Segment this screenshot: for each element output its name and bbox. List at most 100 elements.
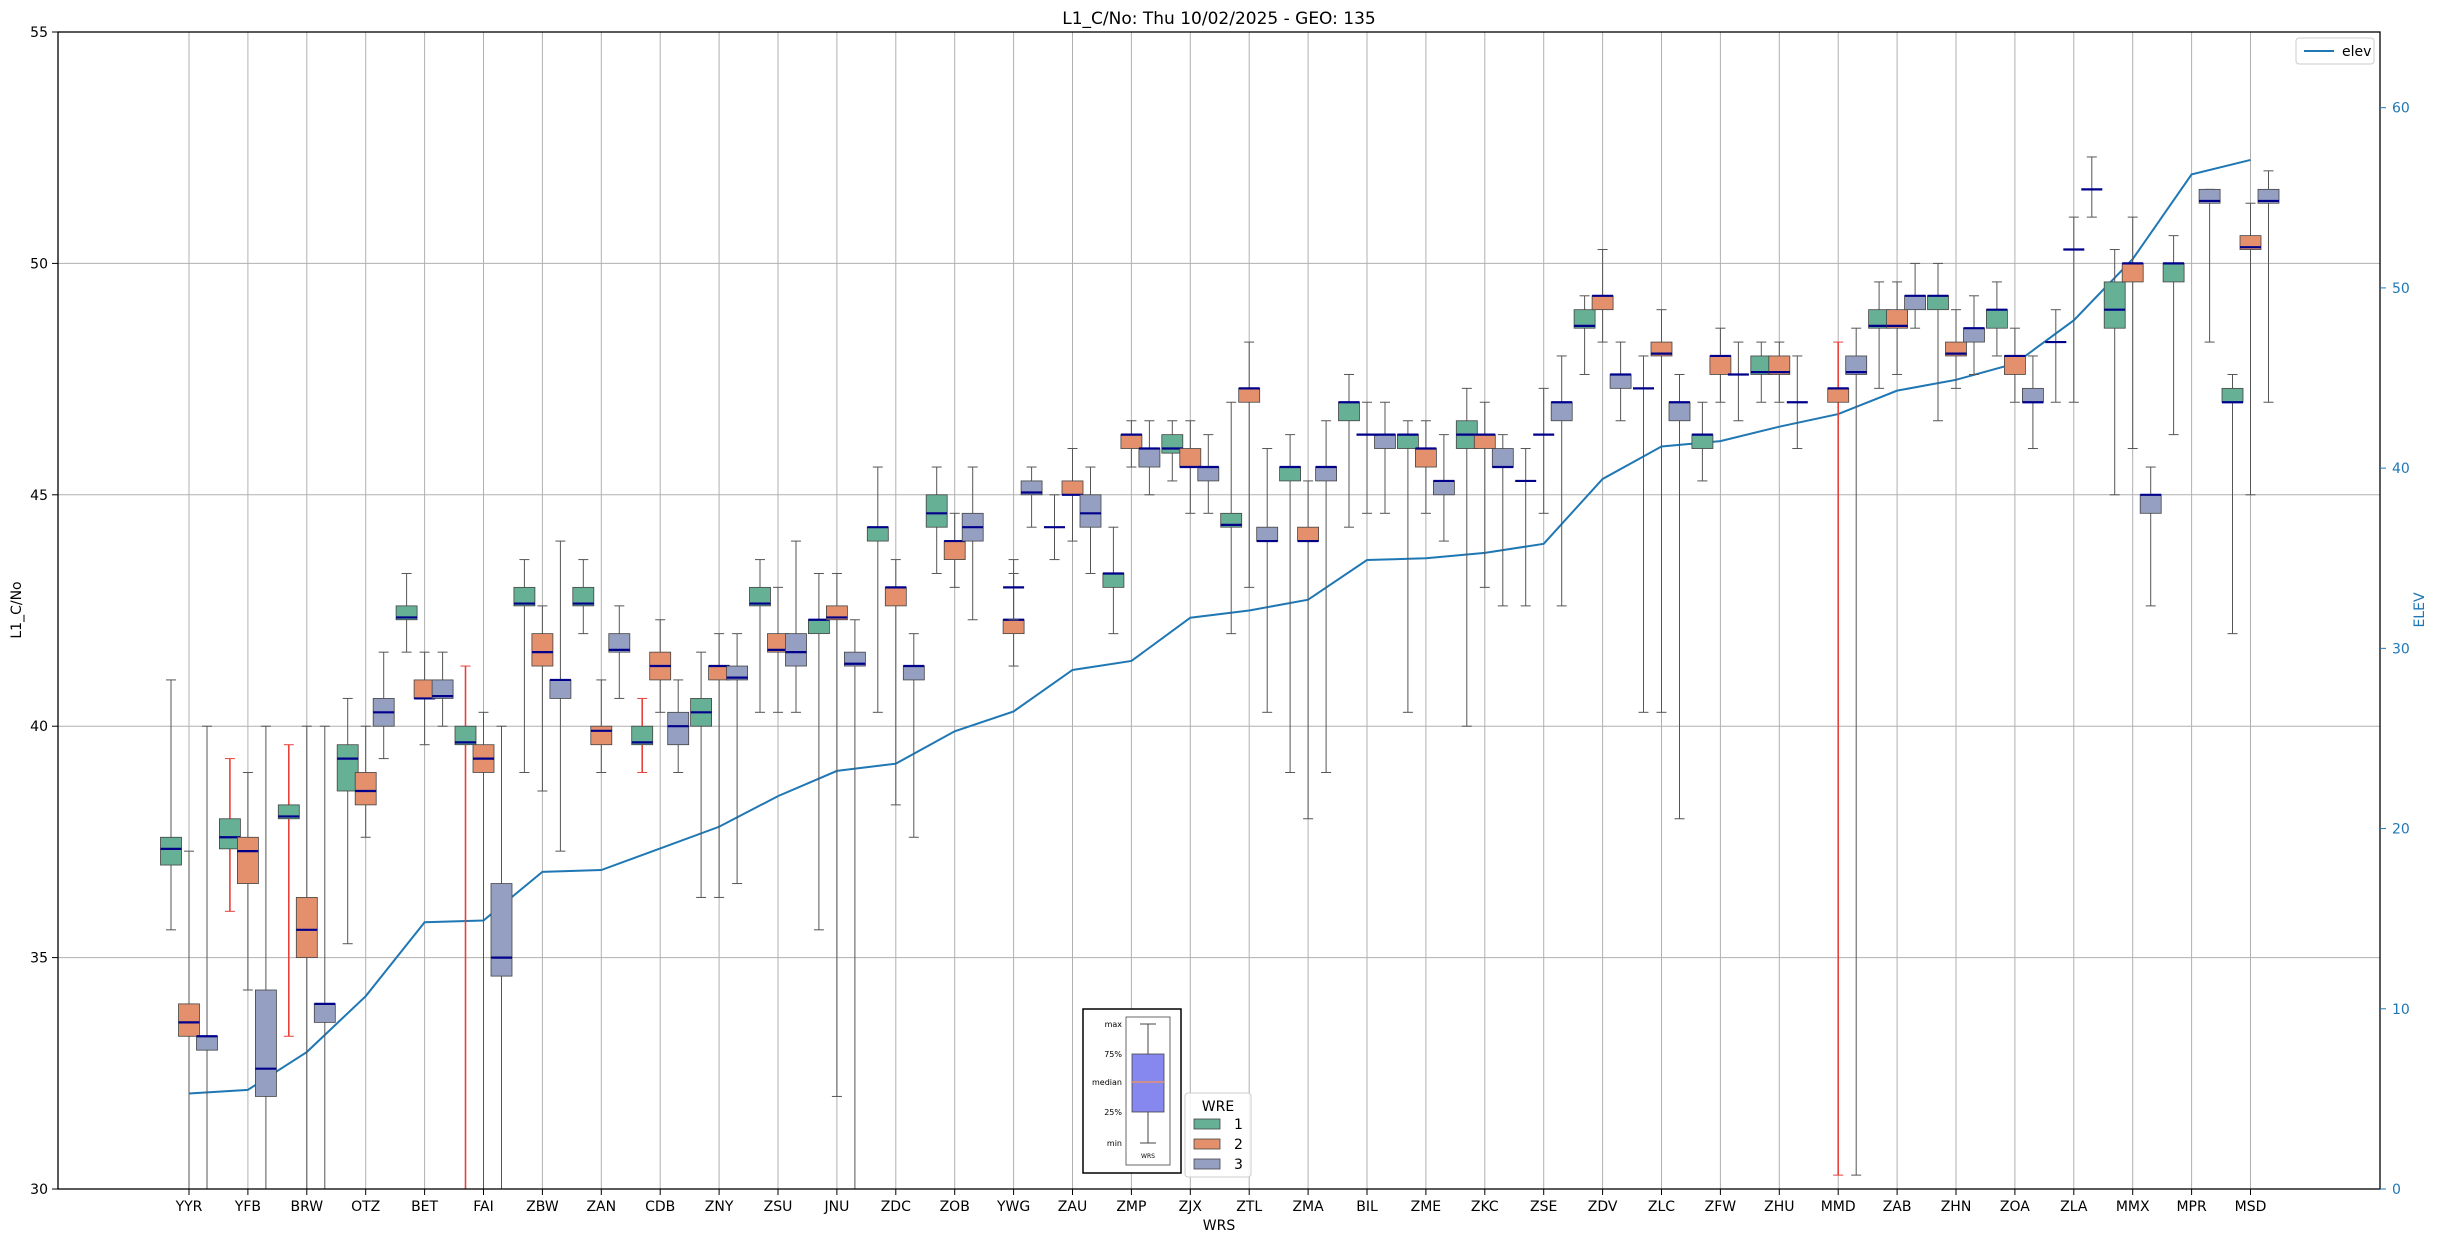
median-only-wre-1 [1044, 494, 1065, 561]
box-wre-3 [2022, 355, 2044, 450]
box-body [1061, 480, 1084, 496]
box-wre-3 [196, 725, 218, 1190]
box-body [1927, 295, 1949, 311]
box-body [196, 1035, 218, 1051]
box-body [2221, 387, 2244, 403]
box-wre-1 [1161, 420, 1184, 482]
box-body [726, 665, 748, 681]
box-body [1886, 309, 1908, 329]
box-body [1220, 512, 1243, 528]
box-body [749, 586, 771, 607]
inset-box [1131, 1053, 1165, 1113]
y2-tick-label: 50 [2392, 281, 2410, 297]
box-wre-1 [277, 744, 300, 1037]
box-wre-2 [413, 651, 436, 746]
box-anatomy-inset: max 75% median 25% min WRS [1082, 1008, 1182, 1174]
box-wre-2 [1945, 309, 1967, 389]
box-body [1904, 295, 1926, 311]
box-wre-3 [726, 633, 748, 885]
y2-tick-label: 30 [2392, 641, 2410, 657]
wre-legend: WRE 1 2 3 [1184, 1092, 1252, 1178]
box-wre-3 [2198, 188, 2221, 343]
x-tick-label: ZHN [1941, 1199, 1972, 1215]
y-tick-label: 40 [30, 719, 48, 735]
box-wre-3 [549, 540, 572, 852]
box-body [2103, 281, 2126, 329]
box-wre-2 [708, 633, 730, 898]
box-body [160, 836, 182, 866]
box-body [236, 836, 259, 884]
x-tick-label: ZOA [2000, 1199, 2030, 1215]
inset-label-median: median [1092, 1078, 1122, 1087]
wre-legend-label-2: 2 [1234, 1137, 1243, 1153]
box-body [1845, 355, 1868, 375]
box-body [1138, 448, 1161, 468]
y2-tick-label: 20 [2392, 822, 2410, 838]
box-wre-2 [2121, 216, 2144, 450]
box-wre-1 [1927, 262, 1949, 422]
median-only-wre-1 [2045, 309, 2067, 403]
box-wre-3 [1020, 466, 1043, 528]
box-wre-2 [295, 725, 318, 1190]
x-tick-label: YFB [234, 1199, 261, 1215]
box-wre-1 [1573, 295, 1596, 375]
box-wre-3 [1138, 420, 1161, 496]
box-body [2022, 387, 2044, 403]
box-wre-1 [1868, 281, 1890, 389]
y2-axis-label: ELEV [2412, 592, 2428, 627]
box-body [667, 711, 690, 746]
box-body [1397, 434, 1419, 449]
box-body [1668, 401, 1691, 422]
y-tick-label: 30 [30, 1182, 48, 1198]
box-body [1279, 466, 1301, 482]
box-wre-2 [354, 725, 377, 838]
plot-frame [57, 31, 2381, 1190]
box-body [513, 586, 536, 607]
box-wre-2 [1709, 327, 1732, 403]
chart-title: L1_C/No: Thu 10/02/2025 - GEO: 135 [1062, 9, 1375, 29]
box-body [1963, 327, 1985, 343]
x-tick-label: ZLC [1648, 1199, 1675, 1215]
inset-label-q3: 75% [1104, 1050, 1122, 1059]
box-body [1002, 619, 1025, 635]
x-tick-label: ZMP [1116, 1199, 1146, 1215]
x-tick-label: BIL [1356, 1199, 1378, 1215]
box-wre-3 [1550, 355, 1573, 607]
median-only-wre-3 [1727, 341, 1749, 422]
elev-legend-label: elev [2342, 44, 2371, 60]
box-wre-2 [472, 711, 495, 1190]
box-body [454, 725, 477, 746]
box-wre-3 [667, 679, 690, 773]
box-wre-2 [1120, 420, 1143, 468]
box-wre-3 [1256, 448, 1279, 713]
box-wre-3 [1963, 295, 1985, 375]
box-wre-3 [608, 605, 631, 699]
box-wre-1 [1691, 401, 1714, 482]
box-wre-1 [2221, 373, 2244, 635]
median-only-wre-2 [1356, 401, 1378, 514]
box-wre-3 [1668, 373, 1691, 820]
box-wre-2 [178, 850, 200, 1190]
box-wre-3 [1845, 327, 1868, 1176]
x-tick-label: ZOB [940, 1199, 970, 1215]
box-body [254, 989, 277, 1097]
box-wre-1 [925, 466, 948, 574]
box-body [1433, 480, 1455, 496]
box-body [1827, 387, 1850, 403]
box-body [1120, 434, 1143, 449]
x-tick-label: ZSE [1530, 1199, 1557, 1215]
wre-legend-label-1: 1 [1234, 1117, 1243, 1133]
y2-tick-label: 0 [2392, 1182, 2401, 1198]
x-tick-label: ZJX [1179, 1199, 1203, 1215]
box-body [826, 605, 848, 621]
x-axis-label: WRS [1203, 1218, 1236, 1234]
x-tick-label: YWG [996, 1199, 1030, 1215]
y2-tick-label: 10 [2392, 1002, 2410, 1018]
box-body [1650, 341, 1673, 357]
box-body [395, 605, 418, 621]
box-body [1986, 309, 2008, 329]
box-body [1768, 355, 1791, 375]
box-body [1315, 466, 1337, 482]
box-body [1102, 573, 1125, 588]
x-tick-label: MMX [2116, 1199, 2150, 1215]
